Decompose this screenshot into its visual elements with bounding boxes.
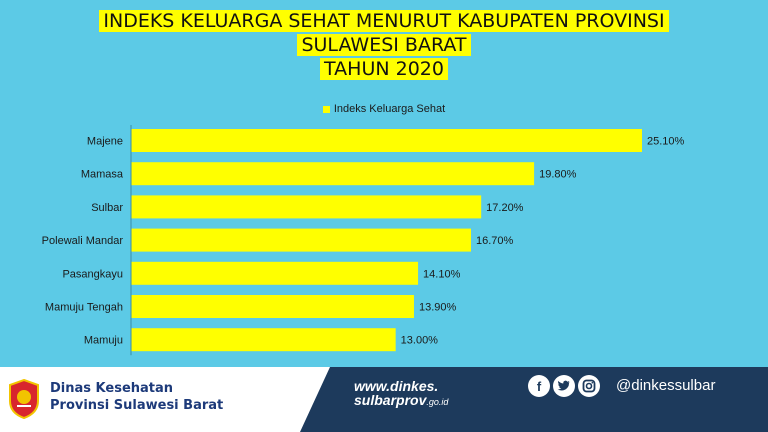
bar [131, 228, 471, 252]
website-tld: .go.id [426, 397, 449, 407]
category-label: Mamuju Tengah [45, 302, 123, 314]
bar [131, 162, 535, 186]
bar [131, 328, 396, 352]
facebook-icon[interactable]: f [528, 375, 550, 397]
bar [131, 261, 419, 285]
data-label: 14.10% [423, 268, 461, 280]
social-handle[interactable]: @dinkessulbar [616, 377, 716, 394]
title-line-2: SULAWESI BARAT [297, 34, 471, 56]
bar [131, 195, 482, 219]
website-link[interactable]: www.dinkes. sulbarprov.go.id [354, 379, 448, 409]
bar [131, 295, 414, 318]
bar-chart: Majene 25.10% Mamasa 19.80% Sulbar 17.20% Pole… [42, 125, 685, 356]
title-line-1: INDEKS KELUARGA SEHAT MENURUT KABUPATEN … [99, 10, 669, 32]
provincial-emblem-icon [9, 379, 39, 419]
data-label: 19.80% [539, 169, 577, 181]
category-label: Pasangkayu [62, 268, 123, 280]
social-links: f [528, 375, 600, 397]
website-line-1: www.dinkes. [354, 378, 439, 394]
bar [131, 129, 642, 152]
category-label: Mamasa [81, 169, 124, 181]
data-label: 25.10% [647, 136, 685, 148]
legend-label: Indeks Keluarga Sehat [333, 103, 446, 115]
instagram-icon[interactable] [578, 375, 600, 397]
category-label: Mamuju [84, 335, 123, 347]
website-line-2: sulbarprov [354, 392, 427, 408]
chart-title: INDEKS KELUARGA SEHAT MENURUT KABUPATEN … [0, 10, 768, 82]
agency-name: Dinas Kesehatan Provinsi Sulawesi Barat [50, 380, 223, 414]
legend-swatch [322, 105, 330, 113]
footer-left-panel: Dinas Kesehatan Provinsi Sulawesi Barat [0, 367, 330, 432]
agency-line-2: Provinsi Sulawesi Barat [50, 398, 224, 413]
data-label: 17.20% [486, 202, 524, 214]
data-label: 13.90% [419, 302, 457, 314]
twitter-icon[interactable] [553, 375, 575, 397]
category-label: Sulbar [91, 202, 123, 214]
data-label: 13.00% [401, 335, 439, 347]
legend: Indeks Keluarga Sehat [0, 103, 768, 115]
title-line-3: TAHUN 2020 [320, 58, 448, 80]
category-label: Polewali Mandar [42, 235, 124, 247]
data-label: 16.70% [476, 235, 514, 247]
agency-line-1: Dinas Kesehatan [50, 381, 174, 396]
category-label: Majene [87, 136, 123, 148]
